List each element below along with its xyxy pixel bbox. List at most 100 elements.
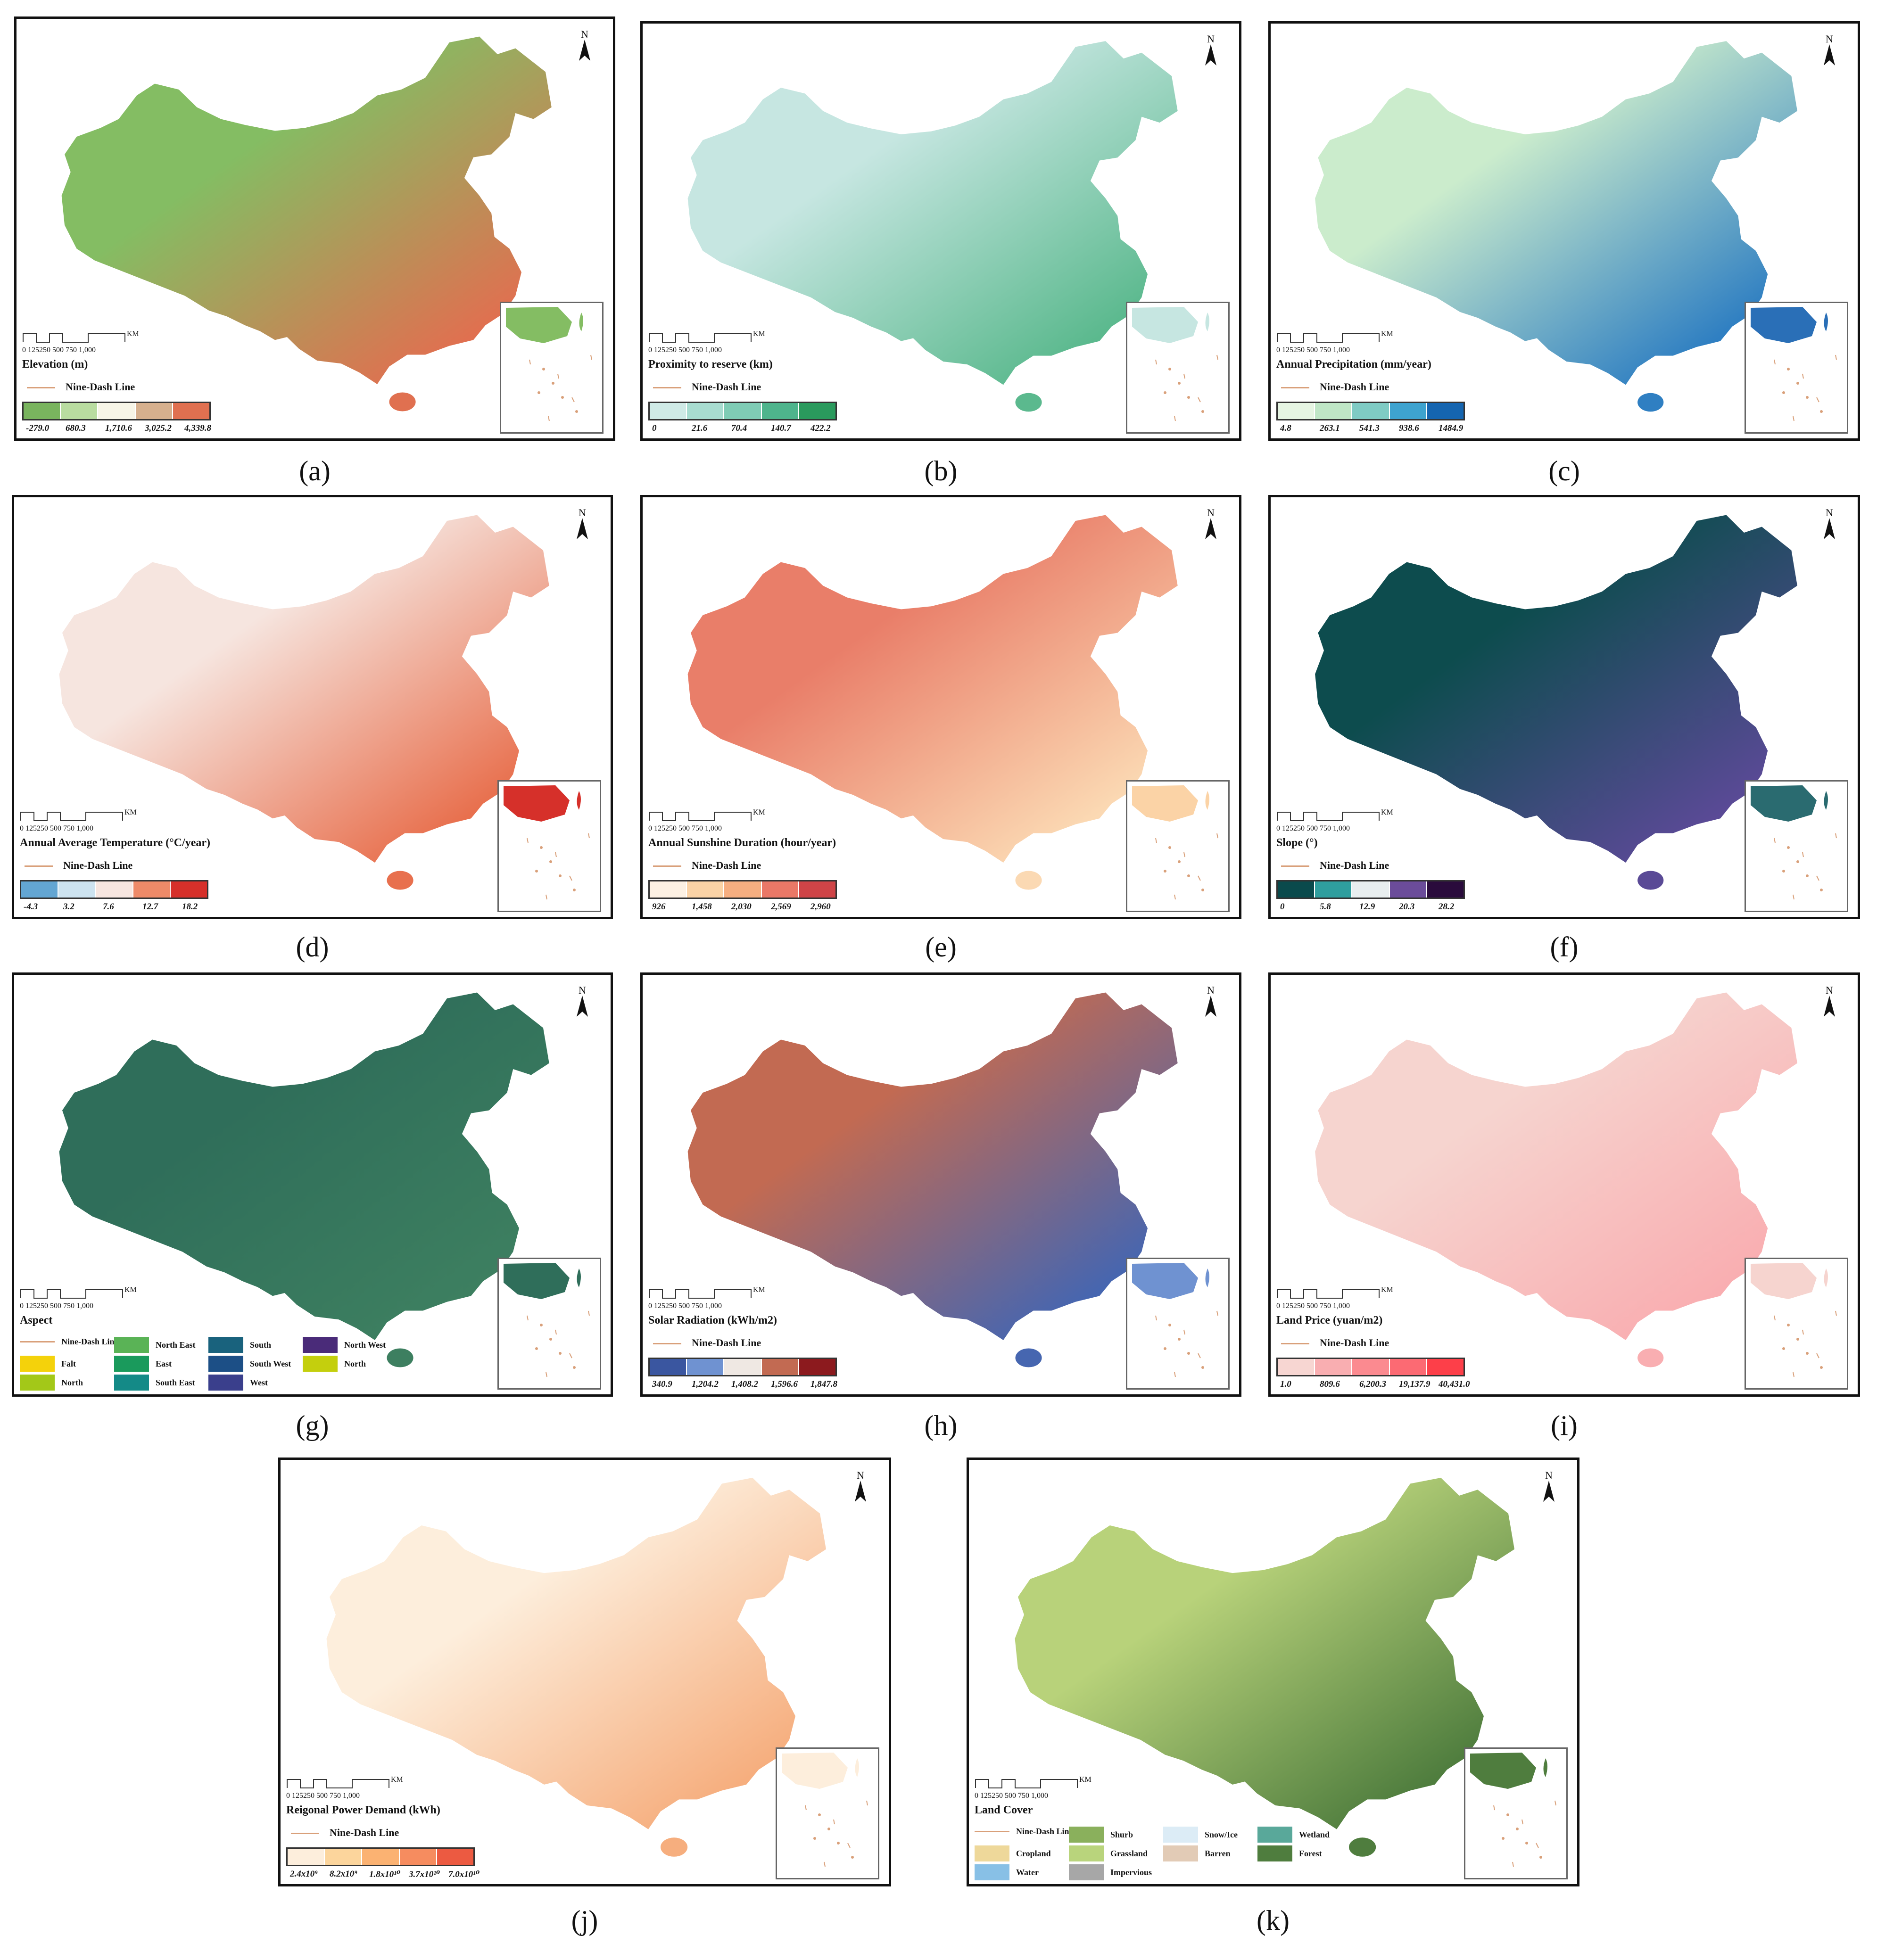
scale-numbers: 0 125250 500 750 1,000 — [975, 1792, 1048, 1800]
legend-swatch — [437, 1849, 474, 1865]
legend-category-swatch — [303, 1356, 338, 1372]
north-label: N — [579, 984, 586, 996]
legend-title: Land Cover — [975, 1804, 1033, 1816]
legend-value: 8.2x10⁹ — [330, 1869, 357, 1879]
legend-title: Land Price (yuan/m2) — [1276, 1314, 1383, 1326]
panel-caption: (d) — [296, 931, 329, 963]
legend-category-swatch — [1069, 1827, 1104, 1843]
nine-dash-line-swatch — [653, 387, 681, 389]
south-china-sea-inset — [1126, 780, 1230, 912]
north-arrow-icon: N — [1201, 985, 1220, 1023]
nine-dash-line-label: Nine-Dash Line — [692, 859, 761, 871]
nine-dash-line-legend: Nine-Dash Line — [1281, 381, 1389, 393]
scale-unit: KM — [753, 808, 765, 816]
legend-value: -4.3 — [24, 902, 38, 912]
legend-swatch — [98, 403, 136, 419]
legend-swatch — [1352, 881, 1390, 898]
legend-title: Solar Radiation (kWh/m2) — [648, 1314, 777, 1326]
legend-category: North East — [114, 1337, 196, 1353]
legend-value: 2.4x10⁹ — [290, 1869, 318, 1879]
legend-swatch — [687, 1359, 725, 1375]
legend-value: 6,200.3 — [1359, 1379, 1386, 1389]
south-china-sea-inset — [1464, 1747, 1568, 1879]
north-arrow-icon: N — [851, 1470, 870, 1508]
legend-category-swatch — [20, 1356, 55, 1372]
legend-value: 422.2 — [810, 423, 831, 433]
legend-values: 1.0 809.6 6,200.3 19,137.9 40,431.0 — [1280, 1379, 1478, 1390]
legend-category-swatch — [20, 1375, 55, 1391]
legend-swatch — [761, 881, 799, 898]
legend-category: Falt — [20, 1356, 76, 1372]
legend-swatch — [1315, 1359, 1353, 1375]
scale-unit: KM — [127, 330, 139, 338]
legend-values: 2.4x10⁹ 8.2x10⁹ 1.8x10¹⁰ 3.7x10¹⁰ 7.0x10¹⁰ — [290, 1869, 488, 1880]
map-panel-j: N KM 0 125250 500 750 1,000 Reigonal Power … — [278, 1458, 891, 1886]
scale-unit: KM — [124, 1286, 137, 1294]
legend-swatch — [61, 403, 99, 419]
nine-dash-line-swatch — [653, 1343, 681, 1345]
legend-swatch — [135, 403, 173, 419]
legend-values: 926 1,458 2,030 2,569 2,960 — [652, 902, 850, 912]
legend-swatch — [1427, 1359, 1464, 1375]
scale-unit: KM — [753, 330, 765, 338]
legend-swatch — [1278, 1359, 1315, 1375]
legend-value: 4.8 — [1280, 423, 1291, 433]
panel-caption: (g) — [296, 1410, 329, 1441]
north-label: N — [1207, 33, 1215, 45]
south-china-sea-inset — [776, 1747, 879, 1879]
legend-swatch — [170, 881, 207, 898]
nine-dash-line-legend: Nine-Dash Line — [653, 1337, 761, 1349]
legend-category-swatch — [208, 1356, 243, 1372]
map-panel-k: N KM 0 125250 500 750 1,000 Land Cover Nine-… — [967, 1458, 1579, 1886]
map-panel-f: N KM 0 125250 500 750 1,000 Slope (°) Nine-D… — [1268, 495, 1860, 919]
legend-value: 12.9 — [1359, 902, 1375, 912]
legend-color-bar — [648, 402, 837, 420]
north-label: N — [857, 1469, 864, 1481]
legend-title: Annual Average Temperature (°C/year) — [20, 837, 210, 849]
north-label: N — [1545, 1469, 1553, 1481]
legend-swatch — [799, 881, 836, 898]
hainan-shape — [1637, 393, 1664, 412]
legend-category: West — [208, 1375, 268, 1391]
nine-dash-line-swatch — [291, 1833, 319, 1835]
legend-value: 1,710.6 — [105, 423, 132, 433]
scale-bar: KM 0 125250 500 750 1,000 — [1276, 808, 1399, 834]
scale-bar: KM 0 125250 500 750 1,000 — [648, 808, 771, 834]
map-panel-c: N KM 0 125250 500 750 1,000 Annual Precipit… — [1268, 21, 1860, 441]
china-mainland-shape — [1315, 992, 1797, 1340]
legend-category: East — [114, 1356, 172, 1372]
hainan-shape — [1015, 1348, 1042, 1367]
legend-swatch — [724, 1359, 762, 1375]
hainan-shape — [1637, 871, 1664, 890]
south-china-sea-inset — [1745, 1258, 1848, 1390]
north-arrow-icon: N — [573, 508, 592, 545]
map-panel-i: N KM 0 125250 500 750 1,000 Land Price (yua… — [1268, 972, 1860, 1397]
legend-swatch — [1278, 881, 1315, 898]
legend-category-label: North East — [156, 1340, 196, 1350]
legend-swatch — [1427, 881, 1464, 898]
map-panel-h: N KM 0 125250 500 750 1,000 Solar Radiation… — [640, 972, 1241, 1397]
legend-color-bar — [286, 1847, 475, 1866]
nine-dash-line-label: Nine-Dash Line — [1320, 859, 1389, 871]
legend-swatch — [1389, 881, 1427, 898]
scale-bar: KM 0 125250 500 750 1,000 — [20, 1286, 142, 1312]
legend-swatch — [650, 1359, 687, 1375]
scale-numbers: 0 125250 500 750 1,000 — [20, 824, 93, 832]
north-label: N — [579, 507, 586, 519]
panel-caption: (a) — [299, 455, 331, 486]
scale-bar: KM 0 125250 500 750 1,000 — [975, 1776, 1097, 1802]
legend-color-bar — [1276, 1358, 1465, 1376]
legend-value: 680.3 — [66, 423, 86, 433]
nine-dash-line-swatch — [25, 865, 53, 867]
legend-swatch — [362, 1849, 400, 1865]
legend-category-label: North — [61, 1377, 83, 1387]
china-mainland-shape — [59, 992, 549, 1340]
legend-value: 20.3 — [1399, 902, 1415, 912]
legend-value: 263.1 — [1320, 423, 1340, 433]
nine-dash-line-label: Nine-Dash Line — [66, 381, 135, 393]
scale-unit: KM — [1381, 330, 1393, 338]
legend-value: 3.2 — [63, 902, 74, 912]
legend-swatch — [1315, 881, 1353, 898]
map-panel-d: N KM 0 125250 500 750 1,000 Annual Average … — [12, 495, 613, 919]
legend-swatch — [24, 403, 61, 419]
